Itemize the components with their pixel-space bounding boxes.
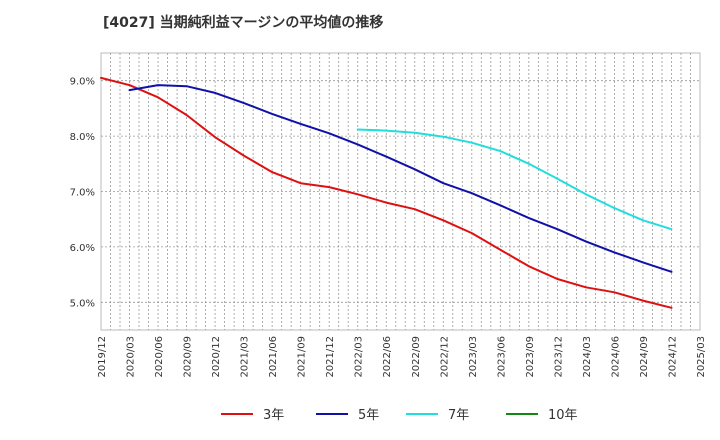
x-tick-label: 2022/06 xyxy=(382,336,393,378)
y-tick-label: 8.0% xyxy=(70,132,95,143)
y-tick-label: 7.0% xyxy=(70,188,95,199)
x-tick-label: 2024/09 xyxy=(639,336,650,378)
x-tick-label: 2021/12 xyxy=(325,336,336,378)
series-line xyxy=(356,128,673,231)
x-tick-label: 2020/06 xyxy=(154,336,165,378)
x-tick-label: 2021/09 xyxy=(297,336,308,378)
x-tick-label: 2023/12 xyxy=(553,336,564,378)
x-tick-label: 2020/03 xyxy=(126,336,137,378)
x-tick-label: 2024/12 xyxy=(667,336,678,378)
x-tick-label: 2025/03 xyxy=(696,336,707,378)
x-tick-label: 2024/06 xyxy=(610,336,621,378)
y-tick-label: 9.0% xyxy=(70,77,95,88)
series-line xyxy=(128,84,673,273)
x-tick-label: 2021/06 xyxy=(268,336,279,378)
series-line xyxy=(100,76,673,309)
legend-label: 7年 xyxy=(448,408,469,423)
x-tick-label: 2022/12 xyxy=(439,336,450,378)
y-tick-label: 5.0% xyxy=(70,298,95,309)
x-tick-label: 2021/03 xyxy=(240,336,251,378)
x-tick-label: 2023/06 xyxy=(496,336,507,378)
legend-label: 5年 xyxy=(358,408,379,423)
legend-label: 3年 xyxy=(263,408,284,423)
plot-area xyxy=(100,52,701,331)
x-tick-label: 2024/03 xyxy=(582,336,593,378)
x-tick-label: 2020/09 xyxy=(183,336,194,378)
chart-title: [4027] 当期純利益マージンの平均値の推移 xyxy=(103,15,384,31)
x-tick-label: 2020/12 xyxy=(211,336,222,378)
x-tick-label: 2022/03 xyxy=(354,336,365,378)
legend-label: 10年 xyxy=(548,408,578,423)
y-tick-label: 6.0% xyxy=(70,243,95,254)
x-tick-label: 2019/12 xyxy=(97,336,108,378)
x-tick-label: 2022/09 xyxy=(411,336,422,378)
x-tick-label: 2023/09 xyxy=(525,336,536,378)
x-tick-label: 2023/03 xyxy=(468,336,479,378)
